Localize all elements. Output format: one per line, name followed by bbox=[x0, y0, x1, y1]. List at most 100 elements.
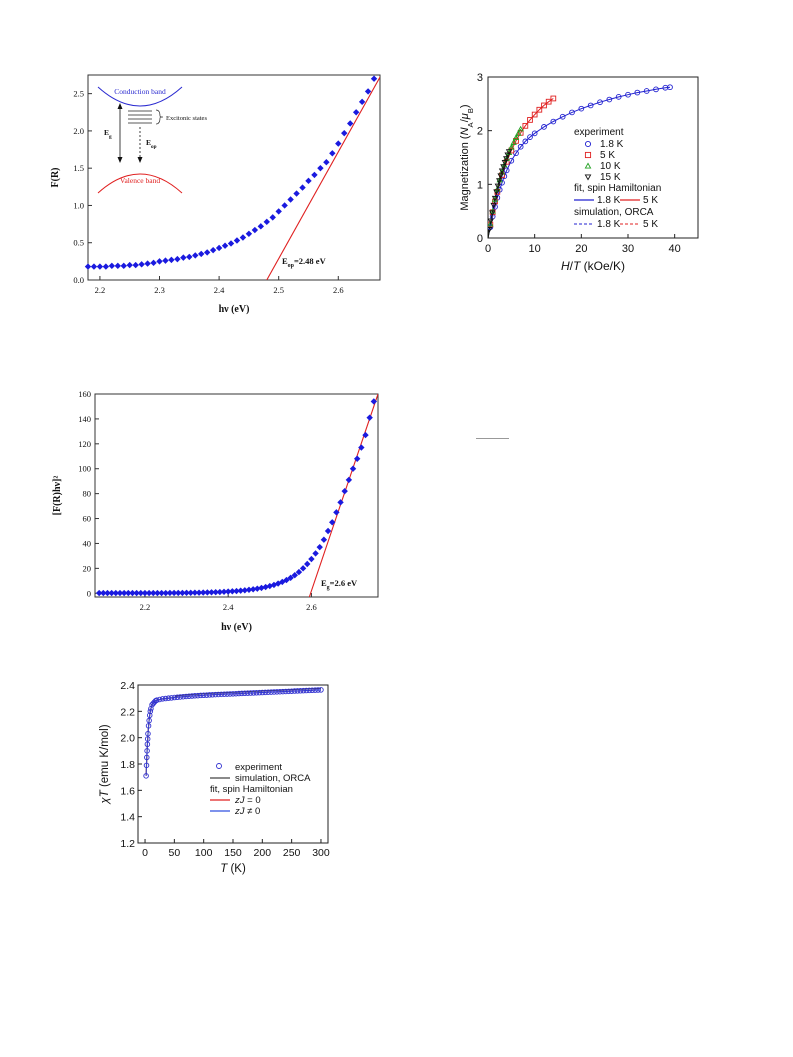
data-point bbox=[515, 130, 522, 136]
legend-label: 5 K bbox=[643, 219, 658, 230]
data-point bbox=[230, 691, 236, 697]
conduction-band-label: Conduction band bbox=[114, 87, 166, 96]
data-point bbox=[120, 262, 127, 270]
y-tick-label: 2.5 bbox=[73, 89, 84, 99]
data-point bbox=[143, 762, 150, 769]
data-point bbox=[168, 256, 175, 264]
data-point bbox=[90, 263, 98, 270]
data-point bbox=[597, 99, 603, 106]
data-point bbox=[154, 697, 160, 703]
data-point bbox=[304, 560, 311, 568]
data-point bbox=[305, 177, 312, 185]
data-point bbox=[335, 140, 342, 147]
y-tick-label: 1.5 bbox=[73, 163, 84, 173]
data-point bbox=[239, 690, 245, 697]
data-point bbox=[192, 693, 198, 699]
y-tick-label: 1.6 bbox=[120, 785, 135, 797]
data-point bbox=[265, 689, 271, 695]
data-point bbox=[643, 88, 650, 94]
data-point bbox=[244, 690, 251, 696]
plot-area bbox=[143, 687, 324, 779]
data-point bbox=[625, 91, 631, 98]
data-point bbox=[293, 190, 300, 197]
data-point bbox=[189, 693, 195, 699]
data-point bbox=[541, 102, 547, 109]
data-point bbox=[312, 550, 319, 557]
data-point bbox=[221, 242, 229, 249]
data-point bbox=[233, 237, 241, 244]
data-point bbox=[512, 134, 520, 141]
y-tick-label: 2.4 bbox=[120, 680, 135, 692]
data-point bbox=[309, 687, 315, 694]
data-point bbox=[494, 183, 501, 190]
data-point bbox=[147, 708, 154, 715]
data-point bbox=[503, 156, 510, 162]
data-point bbox=[180, 254, 187, 261]
y-axis-label-part: B bbox=[466, 108, 475, 113]
x-tick-label: 2.5 bbox=[273, 285, 284, 295]
data-point bbox=[341, 487, 348, 495]
data-point bbox=[323, 159, 330, 166]
y-axis-label: F(R) bbox=[50, 168, 61, 188]
y-tick-label: 2.0 bbox=[120, 733, 135, 745]
tauc-plot: 2.2 2.4 2.6 0 20 40 60 80 100 120 140 160 hν (eV) [F(… bbox=[52, 389, 379, 633]
y-tick-label: 60 bbox=[83, 514, 92, 524]
eop-annotation-part: =2.48 eV bbox=[294, 256, 327, 266]
x-axis-label-part: (kOe/K) bbox=[580, 259, 625, 273]
data-point bbox=[138, 261, 145, 268]
legend-label: 5 K bbox=[643, 195, 658, 206]
x-tick-label: 0 bbox=[142, 847, 148, 859]
legend-label: experiment bbox=[235, 762, 282, 773]
eop-inset-label: Eop bbox=[146, 138, 157, 150]
y-tick-label: 2.2 bbox=[120, 706, 135, 718]
data-point bbox=[667, 84, 673, 91]
data-point bbox=[285, 688, 292, 695]
y-tick-label: 0.5 bbox=[73, 238, 84, 248]
legend-marker bbox=[216, 763, 222, 769]
legend-label: 1.8 K bbox=[600, 139, 624, 150]
data-point bbox=[143, 773, 149, 779]
x-tick-label: 2.6 bbox=[333, 285, 344, 295]
fit-curve bbox=[488, 98, 554, 238]
data-point bbox=[215, 691, 222, 698]
data-point bbox=[517, 143, 524, 150]
data-point bbox=[245, 230, 253, 237]
x-tick-label: 2.4 bbox=[223, 602, 234, 612]
eg-inset-label: Eg bbox=[104, 128, 112, 140]
data-point bbox=[221, 691, 227, 697]
legend-title: experiment bbox=[574, 127, 624, 138]
data-point bbox=[488, 227, 493, 233]
absorbance-chart: 2.2 2.3 2.4 2.5 2.6 0.0 0.5 1.0 1.5 2.0 2.5 hν (eV)… bbox=[40, 65, 390, 330]
data-point bbox=[366, 414, 373, 421]
legend-label-part: ≠ 0 bbox=[245, 806, 261, 817]
x-axis-label-part: H bbox=[561, 259, 570, 273]
data-point bbox=[233, 587, 240, 595]
data-point bbox=[146, 717, 152, 724]
data-point bbox=[358, 444, 365, 451]
y-tick-label: 2.0 bbox=[73, 126, 84, 136]
data-point bbox=[150, 259, 157, 267]
eg-annotation: Eg=2.6 eV bbox=[321, 578, 358, 591]
data-point bbox=[496, 178, 503, 184]
data-point bbox=[287, 196, 294, 203]
eop-inset-label-part: op bbox=[151, 144, 157, 150]
x-tick-label: 0 bbox=[485, 243, 491, 255]
data-point bbox=[156, 696, 163, 703]
y-axis-label-part: χ bbox=[99, 797, 111, 805]
fit-curve bbox=[145, 689, 322, 776]
conduction-band-curve bbox=[97, 86, 183, 107]
x-axis-label: H/T (kOe/K) bbox=[561, 259, 625, 273]
legend-label: zJ = 0 bbox=[234, 795, 261, 806]
plot-frame bbox=[487, 76, 699, 239]
data-point bbox=[259, 689, 266, 696]
x-tick-label: 200 bbox=[254, 847, 272, 859]
data-point bbox=[224, 691, 230, 697]
y-tick-label: 1.4 bbox=[120, 812, 135, 824]
data-point bbox=[488, 218, 494, 225]
legend-label-part: zJ bbox=[234, 806, 245, 817]
x-tick-label: 2.2 bbox=[95, 285, 106, 295]
susceptibility-chart: 0 50 100 150 200 250 300 1.2 1.4 1.6 1.8 2.0 2.2 2.4 T… bbox=[99, 675, 340, 880]
data-point bbox=[96, 263, 104, 270]
data-point bbox=[291, 688, 298, 694]
